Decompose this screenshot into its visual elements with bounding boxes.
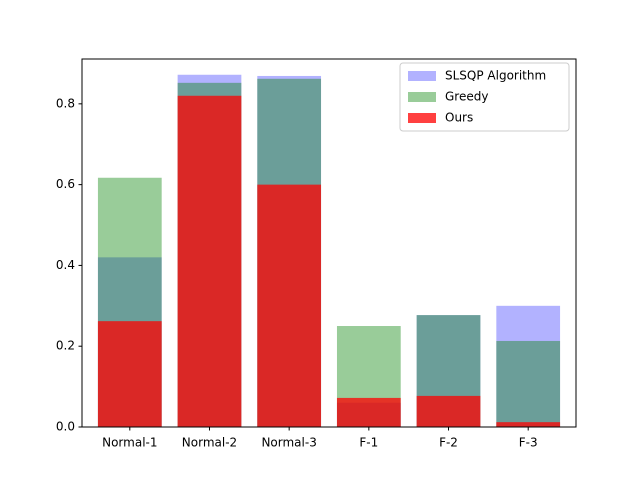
bar bbox=[496, 340, 561, 427]
plot-frame bbox=[81, 58, 577, 428]
x-tick-label: F-3 bbox=[519, 436, 538, 450]
legend-box bbox=[399, 62, 570, 132]
y-tick-label: 0.2 bbox=[56, 339, 75, 353]
bar bbox=[257, 184, 322, 427]
y-tick-label: 0.6 bbox=[56, 177, 75, 191]
bar bbox=[97, 321, 162, 427]
y-tick-label: 0.8 bbox=[56, 96, 75, 110]
legend-label: Ours bbox=[445, 111, 473, 125]
x-tick-label: F-2 bbox=[439, 436, 458, 450]
bar bbox=[177, 95, 242, 427]
x-tick-label: Normal-2 bbox=[182, 436, 237, 450]
legend-swatch bbox=[408, 92, 436, 102]
bar bbox=[496, 422, 561, 427]
legend-swatch bbox=[408, 113, 436, 123]
x-tick-label: Normal-1 bbox=[102, 436, 157, 450]
bar bbox=[336, 397, 401, 427]
bar bbox=[416, 395, 481, 427]
legend-label: Greedy bbox=[445, 90, 488, 104]
bar bbox=[496, 305, 561, 427]
legend-label: SLSQP Algorithm bbox=[445, 69, 546, 83]
x-tick-label: F-1 bbox=[359, 436, 378, 450]
x-tick-label: Normal-3 bbox=[261, 436, 316, 450]
y-tick-label: 0.4 bbox=[56, 258, 75, 272]
legend-swatch bbox=[408, 71, 436, 81]
y-tick-label: 0.0 bbox=[56, 420, 75, 434]
